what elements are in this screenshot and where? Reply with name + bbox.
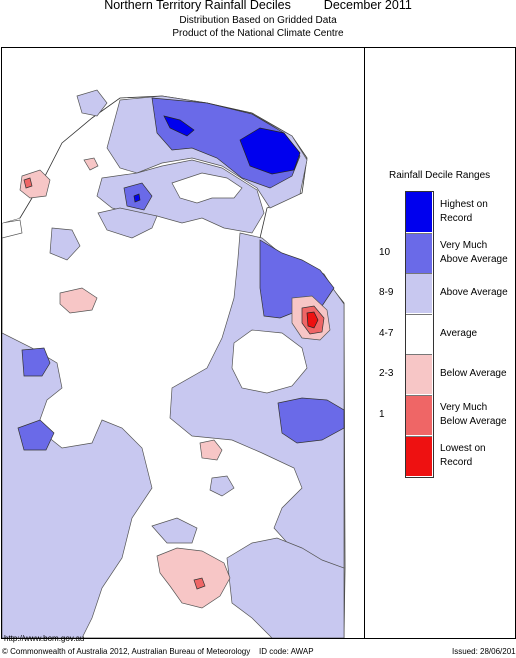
legend-label: Below Average	[440, 367, 507, 381]
legend-label-line2: Below Average	[440, 416, 507, 427]
sea-fill	[2, 218, 20, 223]
vmaa-west	[21, 347, 51, 377]
average-east-hole	[231, 329, 308, 394]
legend-label-line2: Above Average	[440, 253, 508, 265]
legend-label-line1: Above Average	[440, 287, 508, 299]
legend-label: Lowest on Record	[440, 442, 486, 470]
id-code: ID code: AWAP	[259, 647, 314, 656]
lor-east	[306, 311, 319, 329]
subtitle-product: Product of the National Climate Centre	[172, 28, 344, 39]
subtitle-distribution: Distribution Based on Gridded Data	[179, 15, 337, 26]
legend-swatch-divider	[406, 232, 432, 234]
copyright-text: © Commonwealth of Australia 2012, Austra…	[2, 647, 251, 656]
average-regions	[2, 172, 308, 394]
decile-map	[2, 89, 346, 638]
legend-swatch-divider	[406, 395, 432, 396]
legend-label: Average	[440, 327, 477, 341]
map-title: Northern Territory Rainfall Deciles Dece…	[0, 0, 516, 12]
legend-swatch	[406, 232, 432, 273]
legend-swatch	[406, 395, 432, 435]
above-average-south-east	[226, 537, 345, 638]
below-average-mid	[199, 439, 223, 461]
legend-swatch	[406, 435, 432, 476]
legend-swatch	[406, 313, 432, 354]
legend-decile-range: 4-7	[379, 327, 394, 339]
lowest-on-record-regions	[306, 311, 319, 329]
map-panel	[1, 47, 365, 639]
legend-label-line2: Record	[440, 213, 473, 224]
legend-decile-range: 10	[379, 246, 391, 258]
legend-swatch-divider	[406, 313, 432, 315]
legend-label: Highest on Record	[440, 198, 488, 226]
title-text: Northern Territory Rainfall Deciles	[104, 0, 291, 12]
vmba-south	[193, 577, 206, 590]
legend-swatch-divider	[406, 273, 432, 275]
legend-label-line1: Very Much	[440, 402, 488, 413]
vmaa-south-west	[17, 419, 55, 451]
above-average-patch	[97, 207, 158, 239]
vmaa-south-east	[277, 397, 345, 444]
legend-swatch	[406, 192, 432, 232]
legend-decile-range: 1	[379, 409, 385, 420]
average-west-coast	[2, 219, 23, 239]
legend-label-line2: Record	[440, 456, 473, 468]
legend-label-line1: Very Much	[440, 239, 488, 251]
legend-swatch-divider	[406, 435, 432, 437]
above-average-south-small	[151, 517, 198, 544]
legend-label: Very Much Below Average	[440, 401, 507, 429]
hor-central-dot	[133, 193, 141, 203]
below-average-west-mid	[59, 287, 98, 314]
legend-label-line1: Below Average	[440, 368, 507, 380]
below-average-tiny	[83, 157, 99, 171]
legend-label-line1: Average	[440, 327, 478, 339]
legend-swatch	[406, 273, 432, 314]
issued-date: Issued: 28/06/2012	[452, 647, 516, 656]
legend-swatch-divider	[406, 354, 432, 356]
vmba-north-west	[23, 177, 33, 189]
highest-on-record-regions	[133, 115, 301, 203]
legend-label-line1: Lowest on	[440, 442, 486, 454]
legend-decile-range: 8-9	[379, 287, 394, 299]
period-text: December 2011	[323, 0, 412, 12]
legend-swatch	[406, 354, 432, 395]
above-average-mid-south	[209, 475, 235, 497]
legend-label-line1: Highest on	[440, 199, 488, 210]
below-average-south	[156, 547, 231, 609]
legend-panel	[364, 47, 516, 639]
below-average-north-west	[19, 169, 51, 199]
legend-title: Rainfall Decile Ranges	[389, 170, 491, 181]
source-url[interactable]: http://www.bom.gov.au	[4, 634, 85, 643]
hor-arnhem-west	[163, 115, 195, 137]
legend-label: Very Much Above Average	[440, 239, 508, 267]
above-average-island	[76, 89, 108, 117]
above-average-small-west	[49, 227, 81, 261]
legend-label: Above Average	[440, 286, 508, 300]
average-gulf-west	[171, 172, 243, 204]
legend-decile-range: 2-3	[379, 368, 394, 380]
above-average-west	[2, 332, 153, 638]
hor-arnhem-east	[239, 127, 301, 175]
